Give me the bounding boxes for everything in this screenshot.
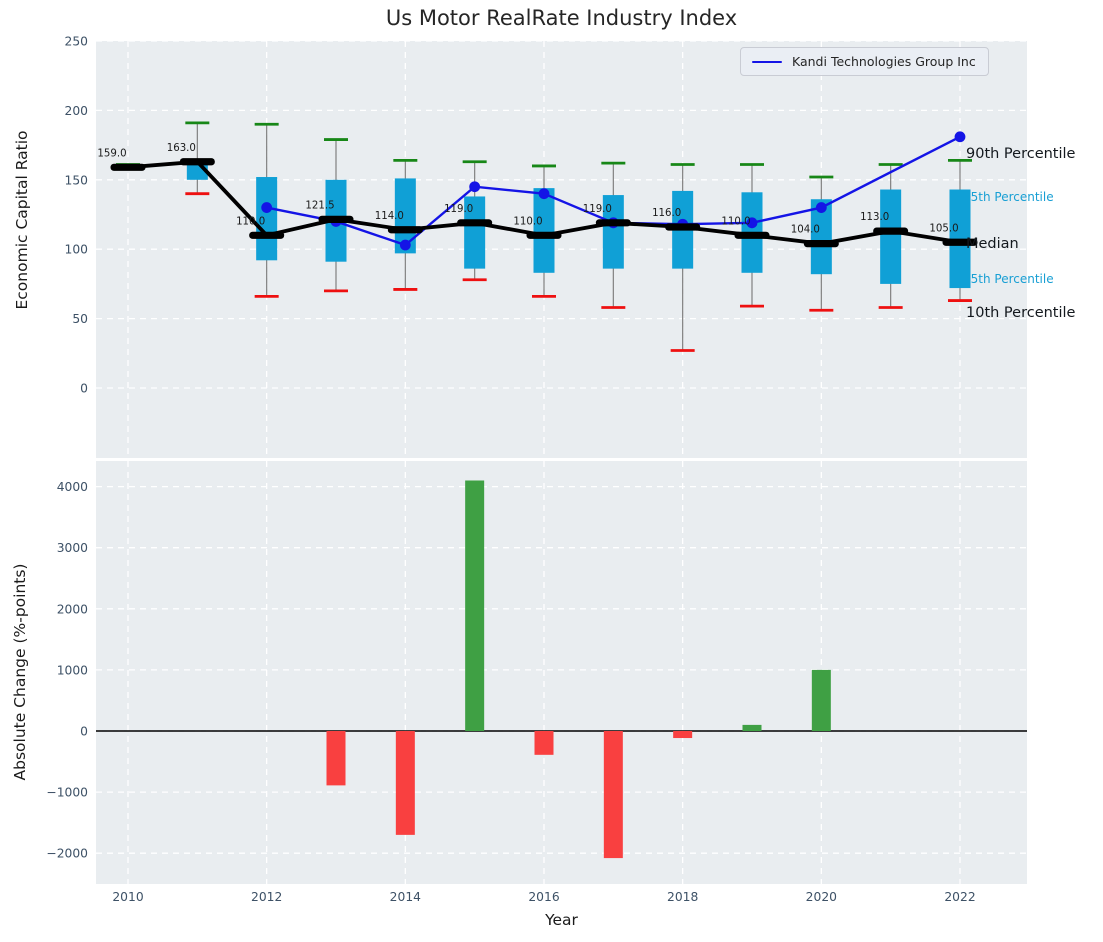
median-value-label-2012: 110.0 <box>236 216 265 227</box>
x-tick-label: 2014 <box>390 890 421 904</box>
top-y-tick-label: 150 <box>65 173 88 187</box>
company-line <box>266 135 961 247</box>
annotation-10th-percentile: 10th Percentile <box>966 305 1076 321</box>
top-y-axis-label: Economic Capital Ratio <box>13 130 31 310</box>
top-y-tick-label: 50 <box>72 312 88 326</box>
median-value-label-2022: 105.0 <box>929 223 958 234</box>
change-bar-2016 <box>534 731 554 755</box>
median-marker-2021 <box>873 227 909 235</box>
iqr-box-2020 <box>810 199 832 275</box>
median-marker-2022 <box>942 238 978 246</box>
top-y-tick-label: 200 <box>65 104 88 118</box>
bottom-y-tick-label: −1000 <box>46 786 88 800</box>
median-value-label-2011: 163.0 <box>167 143 196 154</box>
median-value-label-2020: 104.0 <box>791 225 820 236</box>
x-axis-label: Year <box>545 911 578 929</box>
median-value-label-2014: 114.0 <box>375 211 404 222</box>
median-marker-2019 <box>734 231 770 239</box>
median-marker-2015 <box>457 219 493 227</box>
median-marker-2016 <box>526 231 562 239</box>
top-y-tick-label: 0 <box>80 382 88 396</box>
median-marker-2014 <box>387 226 423 234</box>
x-tick-label: 2010 <box>112 890 143 904</box>
median-marker-2013 <box>318 215 354 223</box>
median-value-label-2021: 113.0 <box>860 212 889 223</box>
bottom-y-tick-label: 3000 <box>57 541 88 555</box>
median-value-label-2018: 116.0 <box>652 208 681 219</box>
change-bar-2015 <box>465 480 485 731</box>
legend-line-sample-icon <box>752 60 782 63</box>
median-value-label-2013: 121.5 <box>305 200 334 211</box>
bottom-y-tick-label: 1000 <box>57 663 88 677</box>
company-point-2014 <box>399 239 411 251</box>
change-bar-2020 <box>811 669 831 731</box>
x-tick-label: 2018 <box>667 890 698 904</box>
median-marker-2017 <box>595 219 631 227</box>
change-bar-2017 <box>603 731 623 859</box>
median-value-label-2010: 159.0 <box>97 148 126 159</box>
annotation-25th-percentile: 25th Percentile <box>963 272 1054 286</box>
bottom-y-tick-label: 4000 <box>57 480 88 494</box>
median-value-label-2016: 110.0 <box>513 216 542 227</box>
annotation-90th-percentile: 90th Percentile <box>966 146 1076 162</box>
x-tick-label: 2022 <box>944 890 975 904</box>
top-y-tick-label: 100 <box>65 243 88 257</box>
chart-title: Us Motor RealRate Industry Index <box>385 6 738 30</box>
bottom-panel-background <box>96 461 1027 884</box>
iqr-box-2017 <box>602 195 624 269</box>
iqr-box-2016 <box>533 188 555 273</box>
company-point-2012 <box>261 202 273 213</box>
top-y-tick-label: 250 <box>65 35 88 49</box>
median-marker-2011 <box>179 158 215 166</box>
x-tick-label: 2020 <box>806 890 837 904</box>
legend-label: Kandi Technologies Group Inc <box>792 54 976 69</box>
iqr-box-2015 <box>464 196 486 269</box>
median-marker-2012 <box>249 231 285 239</box>
iqr-box-2012 <box>256 177 278 261</box>
median-value-label-2015: 119.0 <box>444 204 473 215</box>
median-value-label-2017: 119.0 <box>583 204 612 215</box>
company-point-2015 <box>469 181 481 193</box>
company-point-2022 <box>954 131 966 143</box>
bottom-y-tick-label: −2000 <box>46 847 88 861</box>
x-tick-label: 2016 <box>528 890 559 904</box>
change-bar-2019 <box>742 724 762 731</box>
company-point-2019 <box>746 217 758 229</box>
bottom-y-tick-label: 0 <box>80 725 88 739</box>
median-value-label-2019: 110.0 <box>721 216 750 227</box>
iqr-box-2021 <box>880 189 902 284</box>
median-marker-2010 <box>110 163 146 171</box>
median-marker-2018 <box>665 223 701 231</box>
company-point-2020 <box>815 202 827 213</box>
company-point-2016 <box>538 188 550 200</box>
legend: Kandi Technologies Group Inc <box>740 47 989 76</box>
annotation-75th-percentile: 75th Percentile <box>963 190 1054 204</box>
iqr-box-2014 <box>394 178 416 254</box>
change-bar-2013 <box>326 731 346 786</box>
median-marker-2020 <box>803 240 839 248</box>
x-tick-label: 2012 <box>251 890 282 904</box>
change-bar-2014 <box>395 731 415 835</box>
annotation-median: Median <box>966 236 1019 252</box>
bottom-y-tick-label: 2000 <box>57 602 88 616</box>
bottom-y-axis-label: Absolute Change (%-points) <box>11 563 29 781</box>
change-bar-2018 <box>673 731 693 739</box>
